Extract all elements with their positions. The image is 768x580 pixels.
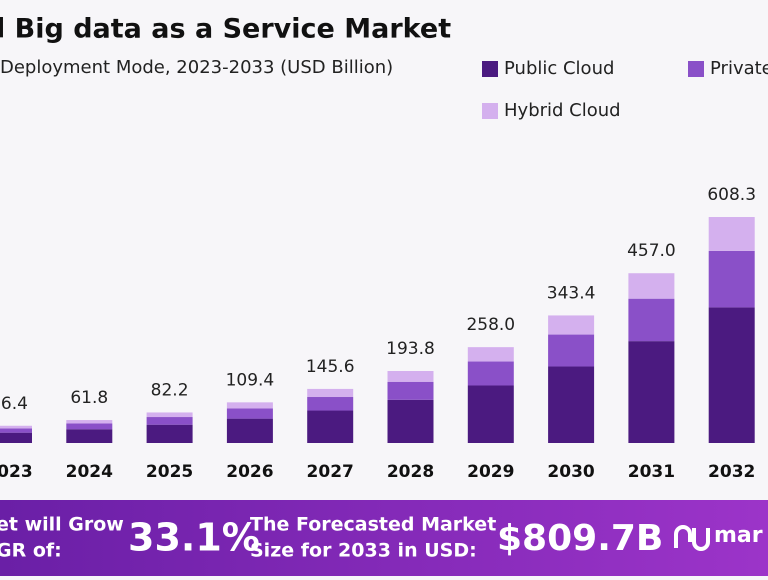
- bar-segment: [387, 381, 434, 400]
- brand-logo: [674, 525, 710, 551]
- banner-left: et will Grow: [0, 514, 124, 536]
- bar-segment: [628, 298, 675, 342]
- bar-segment: [0, 432, 32, 443]
- total-label: 46.4: [0, 394, 28, 414]
- bar-segment: [226, 418, 273, 443]
- bar-segment: [307, 410, 354, 443]
- forecast: $809.7B: [497, 518, 663, 559]
- x-tick-label: 2030: [547, 462, 594, 482]
- x-tick-label: 2028: [387, 462, 434, 482]
- x-tick-label: 2032: [708, 462, 755, 482]
- bar-segment: [467, 347, 514, 362]
- banner-middle: The Forecasted Market: [250, 514, 496, 536]
- bar-segment: [146, 424, 193, 443]
- total-label: 193.8: [386, 339, 435, 359]
- bar-segment: [387, 371, 434, 382]
- x-tick-label: 2026: [226, 462, 273, 482]
- brand: mar: [714, 523, 763, 548]
- bar-segment: [387, 399, 434, 443]
- bar-segment: [548, 366, 595, 443]
- total-label: 343.4: [547, 283, 596, 303]
- bar-segment: [307, 397, 354, 411]
- cagr: 33.1%: [128, 516, 260, 560]
- x-tick-label: 2031: [628, 462, 675, 482]
- legend-swatch: [482, 61, 498, 77]
- plot: 46.4 2023 61.8 2024 82.2 2025 109.4 2026 145.6 20…: [0, 185, 756, 482]
- legend-label: Private: [710, 58, 768, 79]
- bar-segment: [628, 341, 675, 443]
- bar-segment: [548, 334, 595, 367]
- chart-subtitle: Deployment Mode, 2023-2033 (USD Billion): [0, 57, 393, 78]
- banner: [0, 500, 768, 576]
- bar-segment: [226, 408, 273, 419]
- bar-segment: [307, 388, 354, 398]
- bar-segment: [467, 361, 514, 386]
- total-label: 258.0: [466, 315, 515, 335]
- total-label: 82.2: [151, 380, 189, 400]
- banner-left: GR of:: [0, 540, 62, 562]
- bar-segment: [226, 402, 273, 409]
- bar-segment: [467, 385, 514, 443]
- total-label: 608.3: [707, 185, 756, 205]
- legend: Public Cloud Private Hybrid Cloud: [482, 58, 768, 121]
- total-label: 457.0: [627, 241, 676, 261]
- bar-segment: [146, 412, 193, 418]
- legend-swatch: [482, 103, 498, 119]
- total-label: 109.4: [226, 370, 275, 390]
- total-label: 61.8: [70, 388, 108, 408]
- bar-segment: [0, 425, 32, 429]
- legend-swatch: [688, 61, 704, 77]
- bar-segment: [708, 307, 755, 443]
- bar-segment: [66, 423, 113, 430]
- bar-segment: [66, 429, 113, 443]
- total-label: 145.6: [306, 357, 355, 377]
- x-tick-label: 2024: [66, 462, 113, 482]
- legend-label: Hybrid Cloud: [504, 100, 621, 121]
- bar-segment: [0, 428, 32, 433]
- bar-segment: [548, 315, 595, 335]
- bar-segment: [146, 417, 193, 425]
- chart-title: l Big data as a Service Market: [0, 14, 451, 45]
- bar-segment: [708, 217, 755, 251]
- banner-middle: Size for 2033 in USD:: [250, 540, 477, 562]
- bar-segment: [628, 273, 675, 299]
- x-tick-label: 2023: [0, 462, 33, 482]
- x-tick-label: 2025: [146, 462, 193, 482]
- legend-label: Public Cloud: [504, 58, 614, 79]
- bar-segment: [66, 420, 113, 424]
- bar-segment: [708, 250, 755, 308]
- x-tick-label: 2027: [307, 462, 354, 482]
- x-tick-label: 2029: [467, 462, 514, 482]
